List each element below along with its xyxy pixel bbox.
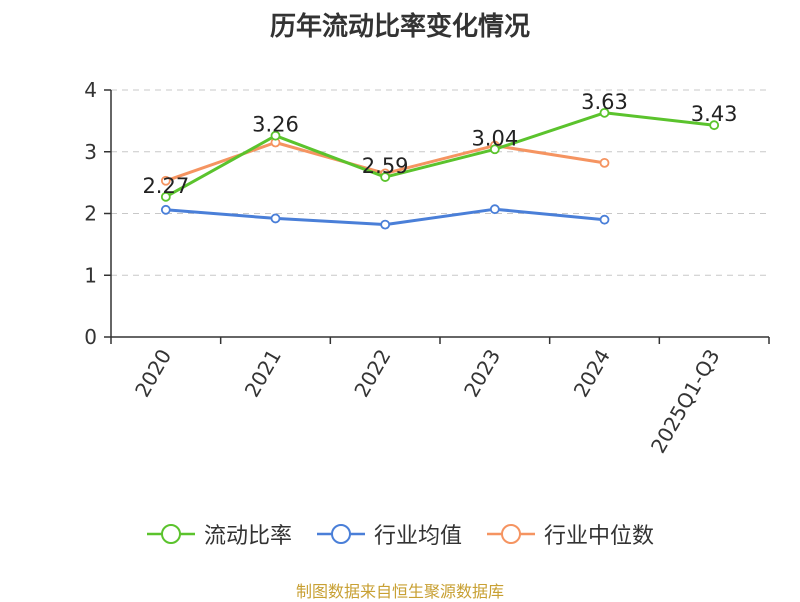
source-note: 制图数据来自恒生聚源数据库: [295, 582, 504, 601]
legend-label: 流动比率: [203, 524, 292, 549]
legend-swatch-icon: [487, 524, 535, 544]
series-1-point: [160, 204, 171, 215]
legend-label: 行业均值: [373, 524, 462, 549]
series-1-point: [489, 204, 500, 215]
y-tick-label: 1: [84, 263, 97, 287]
legend-item[interactable]: 流动比率: [146, 518, 292, 550]
series-2-point: [160, 175, 171, 186]
data-label: 3.04: [471, 126, 518, 150]
label-layer: 2.27 3.26 2.59 3.04 3.63 3.43: [142, 90, 737, 198]
y-tick-label: 4: [84, 78, 97, 102]
series-layer: [160, 107, 720, 230]
axis-layer: 0 1 2 3 4 2020 2021 2022 2023 2024 2025Q1-Q3: [84, 78, 770, 457]
x-tick-label: 2020: [130, 345, 176, 401]
series-line-0: [165, 111, 715, 199]
x-tick-label: 2024: [569, 345, 615, 401]
y-tick-label: 0: [84, 325, 97, 349]
data-label: 3.26: [252, 113, 299, 137]
data-label: 2.59: [362, 154, 409, 178]
x-tick-label: 2021: [240, 345, 286, 401]
series-1-point: [380, 219, 391, 230]
data-label: 2.27: [142, 174, 189, 198]
legend-label: 行业中位数: [544, 524, 655, 549]
data-label: 3.43: [691, 102, 738, 126]
series-0-point: [160, 191, 171, 202]
series-0-point: [380, 172, 391, 182]
x-tick-label: 2023: [459, 345, 505, 401]
legend-swatch-icon: [316, 524, 365, 544]
series-2-point: [599, 157, 610, 168]
series-0-point: [709, 120, 720, 131]
grid-layer: [111, 89, 769, 276]
legend-swatch-icon: [146, 524, 195, 544]
series-0-point: [599, 107, 610, 118]
series-1-point: [599, 214, 610, 225]
series-0-point: [489, 144, 500, 155]
legend-item[interactable]: 行业均值: [316, 518, 462, 550]
x-tick-label: 2025Q1-Q3: [646, 345, 725, 457]
legend-item[interactable]: 行业中位数: [486, 518, 654, 550]
chart-title: 历年流动比率变化情况: [269, 12, 530, 42]
series-1-point: [270, 213, 281, 224]
series-0-point: [270, 130, 281, 141]
data-label: 3.63: [581, 90, 628, 114]
x-tick-label: 2022: [349, 345, 395, 401]
y-tick-label: 3: [84, 140, 97, 164]
y-tick-label: 2: [84, 202, 97, 226]
legend: 流动比率 行业均值 行业中位数: [0, 518, 800, 550]
